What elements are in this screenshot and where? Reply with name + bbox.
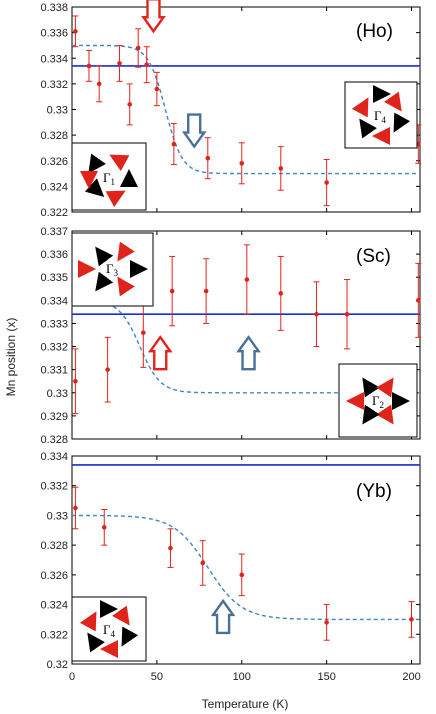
data-point [278, 166, 284, 171]
data-point [314, 311, 319, 317]
y-tick-label: 0.336 [40, 28, 68, 40]
y-tick-label: 0.33 [47, 105, 68, 117]
y-tick-label: 0.337 [40, 226, 68, 238]
inset-ho-gamma4: Γ4 [344, 81, 418, 149]
y-tick-label: 0.33 [47, 510, 68, 522]
data-point [168, 545, 173, 551]
inset-ho-gamma1: Γ1 [71, 142, 147, 211]
data-point [154, 86, 160, 92]
data-point [416, 298, 421, 303]
y-tick-label: 0.322 [40, 629, 68, 641]
data-point [117, 61, 122, 66]
y-tick-label: 0.326 [40, 570, 68, 582]
data-point [324, 180, 329, 185]
data-point [203, 288, 209, 294]
y-tick-label: 0.33 [47, 388, 68, 400]
y-tick-label: 0.328 [40, 434, 68, 446]
data-point [73, 29, 78, 34]
x-tick-label: 150 [317, 671, 335, 683]
data-point [73, 378, 78, 384]
transition-arrow [236, 335, 261, 371]
y-tick-label: 0.332 [40, 79, 68, 91]
panel-label: (Ho) [356, 21, 393, 42]
panel-ho: 0.322 0.324 0.326 0.328 0.33 0.332 0.334 0.336 0… [40, 0, 422, 219]
data-point [239, 161, 245, 166]
y-tick-label: 0.334 [40, 451, 68, 463]
y-tick-label: 0.334 [40, 53, 68, 65]
data-point [86, 63, 92, 69]
data-point [409, 617, 414, 622]
data-point [244, 277, 250, 282]
y-tick-label: 0.326 [40, 156, 68, 168]
x-tick-label: 0 [69, 671, 75, 683]
gamma-label: Γ4 [374, 108, 387, 125]
panel-sc: 0.328 0.329 0.33 0.331 0.332 0.333 0.334 0.335 0… [40, 226, 422, 446]
y-tick-label: 0.332 [40, 481, 68, 493]
data-point [140, 330, 146, 335]
data-point [324, 620, 329, 625]
y-tick-label: 0.336 [40, 249, 68, 261]
gamma-label: Γ4 [103, 622, 116, 639]
inset-sc-gamma3: Γ3 [71, 232, 154, 307]
data-point [171, 141, 177, 147]
transition-arrow [210, 598, 236, 635]
data-point [169, 288, 175, 294]
transition-arrow [147, 335, 173, 371]
y-tick-label: 0.331 [40, 365, 68, 377]
data-point [144, 62, 149, 67]
plot-frame [71, 455, 421, 665]
inset-sc-gamma2: Γ2 [338, 363, 418, 438]
x-tick-label: 100 [233, 671, 251, 683]
y-tick-label: 0.32 [47, 659, 68, 671]
panel-label: (Yb) [356, 481, 392, 502]
x-axis-label: Temperature (K) [202, 697, 289, 711]
y-tick-label: 0.333 [40, 318, 68, 330]
x-tick-label: 50 [151, 671, 163, 683]
data-point [205, 155, 211, 161]
data-point [278, 291, 284, 296]
fit-curve [72, 44, 420, 175]
transition-arrow [141, 0, 166, 34]
y-tick-label: 0.334 [40, 295, 68, 307]
data-point [127, 102, 133, 107]
inset-arrows [351, 85, 411, 145]
y-axis-label: Mn position (x) [4, 318, 18, 397]
data-point [73, 505, 78, 511]
data-point [344, 311, 350, 317]
gamma-label: Γ2 [372, 393, 384, 410]
y-tick-label: 0.329 [40, 411, 68, 423]
inset-yb-gamma4: Γ4 [71, 596, 147, 662]
x-tick-labels: 0 50 100 150 200 [69, 671, 421, 683]
y-tick-label: 0.324 [40, 600, 68, 612]
x-tick-label: 200 [402, 671, 420, 683]
transition-arrow [181, 113, 207, 149]
data-point [135, 45, 141, 51]
gamma-label: Γ1 [103, 170, 115, 187]
y-tick-label: 0.335 [40, 272, 68, 284]
y-tick-label: 0.328 [40, 540, 68, 552]
y-tick-label: 0.328 [40, 130, 68, 142]
data-point [200, 560, 206, 566]
data-point [239, 572, 245, 578]
y-tick-label: 0.322 [40, 207, 68, 219]
y-tick-label: 0.324 [40, 181, 68, 193]
data-point [96, 81, 102, 87]
data-point [101, 525, 107, 530]
gamma-label: Γ3 [106, 261, 119, 278]
y-tick-label: 0.338 [40, 2, 68, 14]
panel-label: (Sc) [356, 246, 391, 267]
data-point [105, 367, 110, 372]
fit-curve [72, 514, 420, 621]
y-tick-label: 0.332 [40, 342, 68, 354]
plot-frame [71, 230, 421, 440]
